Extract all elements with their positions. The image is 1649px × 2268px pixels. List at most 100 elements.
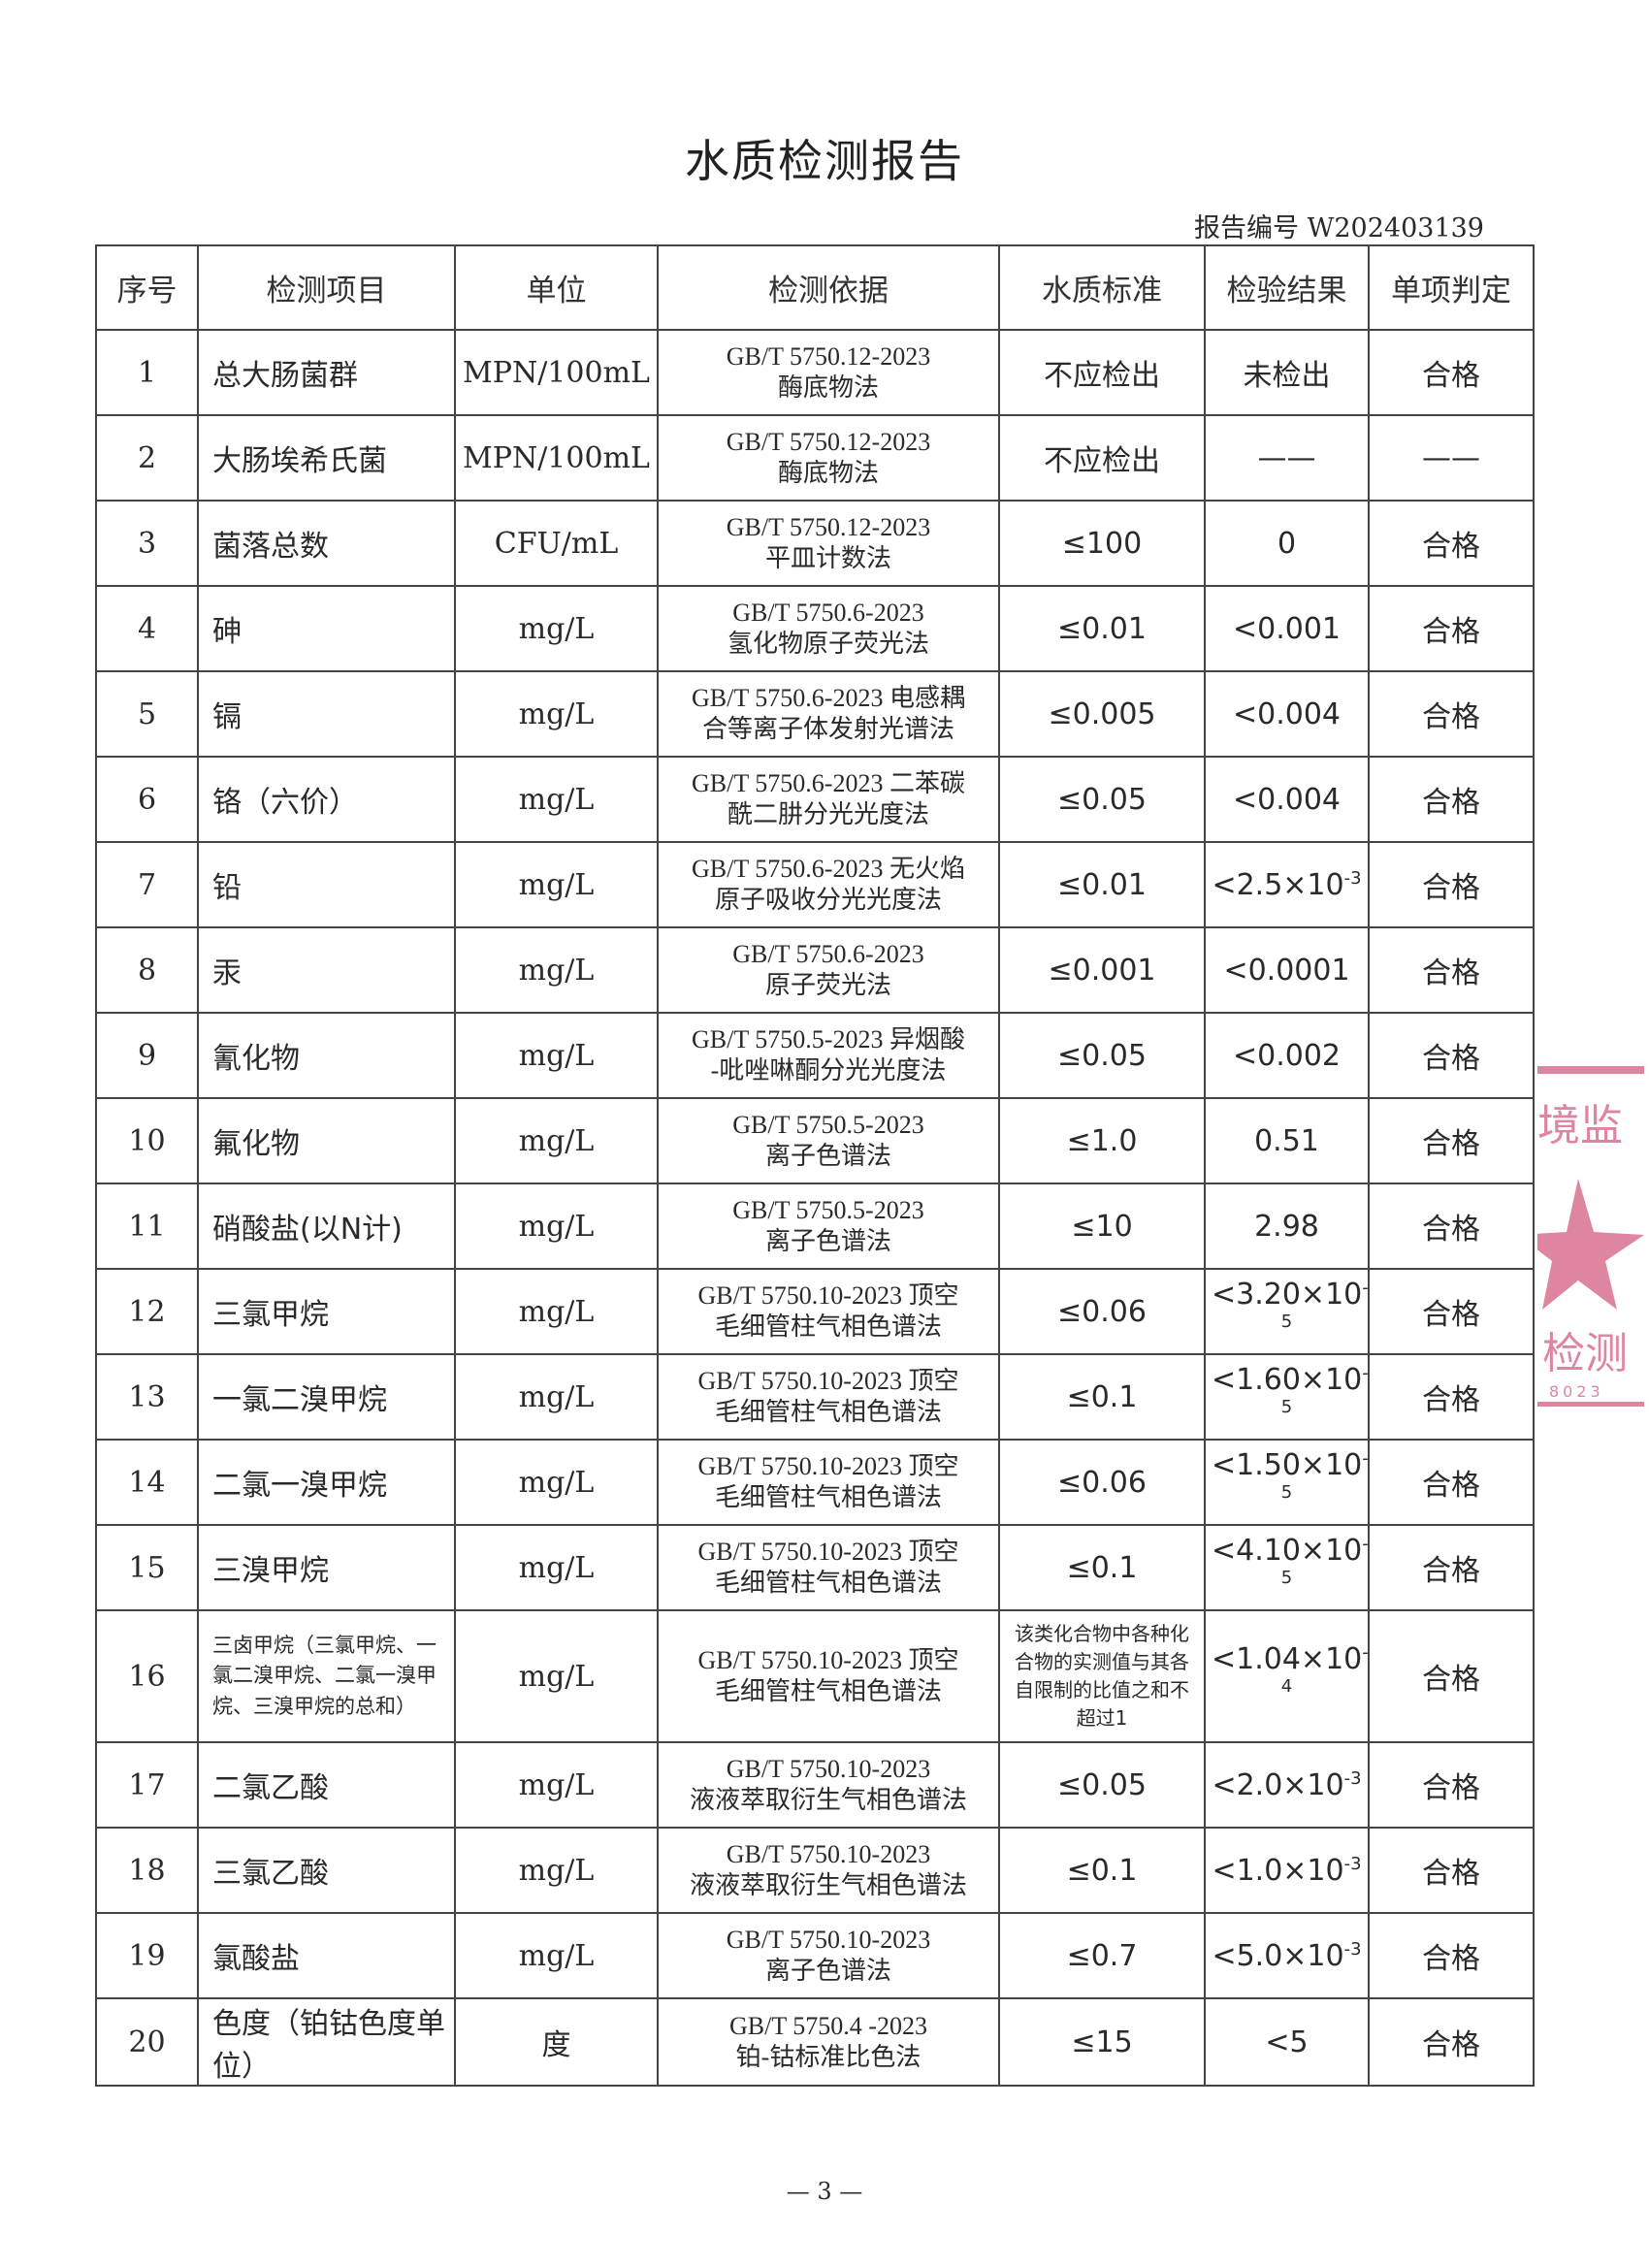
row-number: 5 (95, 670, 199, 758)
verdict: 合格 (1368, 1609, 1535, 1743)
stamp-text-bottom: 检测 (1542, 1329, 1628, 1378)
test-method-line: GB/T 5750.10-2023 (726, 1754, 931, 1783)
unit: 度 (454, 1997, 659, 2087)
verdict: 合格 (1368, 670, 1535, 758)
test-method-line: 离子色谱法 (764, 1957, 891, 1985)
test-method-line: 铂-钴标准比色法 (735, 2043, 922, 2071)
result-value: <0.004 (1232, 782, 1342, 817)
report-title: 水质检测报告 (685, 135, 964, 187)
test-method-line: GB/T 5750.4 -2023 (729, 2011, 927, 2040)
verdict: 合格 (1368, 1439, 1535, 1526)
header-method: 检测依据 (657, 244, 1000, 331)
water-standard: ≤0.7 (998, 1912, 1206, 1999)
result-value: <4.10×10 (1212, 1534, 1363, 1568)
row-number: 13 (95, 1353, 199, 1441)
test-method-line: 离子色谱法 (764, 1227, 891, 1255)
test-result: 未检出 (1204, 329, 1370, 416)
table-row: 15 三溴甲烷 mg/L GB/T 5750.10-2023 顶空 毛细管柱气相色谱法 ≤… (95, 1524, 1535, 1611)
table-row: 12 三氯甲烷 mg/L GB/T 5750.10-2023 顶空 毛细管柱气相色谱法 ≤… (95, 1268, 1535, 1355)
test-method-line: 毛细管柱气相色谱法 (714, 1677, 942, 1705)
test-method-line: 酰二肼分光光度法 (727, 800, 929, 828)
unit: mg/L (454, 1183, 659, 1270)
test-result: <1.60×10-5 (1204, 1353, 1370, 1441)
test-result: <4.10×10-5 (1204, 1524, 1370, 1611)
test-method-line: 原子荧光法 (764, 971, 891, 999)
test-method-line: 液液萃取衍生气相色谱法 (689, 1786, 967, 1814)
result-value: 2.98 (1254, 1209, 1319, 1244)
test-result: <2.5×10-3 (1204, 841, 1370, 928)
test-method-line: GB/T 5750.5-2023 异烟酸 (692, 1024, 965, 1053)
verdict: 合格 (1368, 1183, 1535, 1270)
row-number: 14 (95, 1439, 199, 1526)
test-method-line: GB/T 5750.12-2023 (726, 341, 931, 371)
table-row: 4 砷 mg/L GB/T 5750.6-2023 氢化物原子荧光法 ≤0.01 <0.00… (95, 585, 1535, 672)
results-table: 序号 检测项目 单位 检测依据 水质标准 检验结果 单项判定 1 总大肠菌群 MPN… (95, 244, 1535, 2087)
table-row: 10 氟化物 mg/L GB/T 5750.5-2023 离子色谱法 ≤1.0 0.51 合格 (95, 1097, 1535, 1184)
result-value: 0 (1277, 526, 1297, 561)
test-method: GB/T 5750.5-2023 异烟酸 -吡唑啉酮分光光度法 (657, 1012, 1000, 1099)
verdict: 合格 (1368, 1097, 1535, 1184)
unit: mg/L (454, 1609, 659, 1743)
row-number: 7 (95, 841, 199, 928)
table-row: 8 汞 mg/L GB/T 5750.6-2023 原子荧光法 ≤0.001 <0.0001… (95, 926, 1535, 1014)
test-method-line: 毛细管柱气相色谱法 (714, 1312, 942, 1341)
test-result: <0.004 (1204, 756, 1370, 843)
water-standard: ≤0.06 (998, 1439, 1206, 1526)
verdict: 合格 (1368, 1827, 1535, 1914)
test-method: GB/T 5750.5-2023 离子色谱法 (657, 1183, 1000, 1270)
test-result: <1.50×10-5 (1204, 1439, 1370, 1526)
test-result: <0.004 (1204, 670, 1370, 758)
page-number: — 3 — (786, 2178, 863, 2205)
test-result: <1.0×10-3 (1204, 1827, 1370, 1914)
test-method-line: GB/T 5750.6-2023 二苯碳 (692, 768, 965, 797)
test-method-line: 离子色谱法 (764, 1142, 891, 1170)
result-exponent: -5 (1280, 1278, 1369, 1332)
unit: mg/L (454, 1097, 659, 1184)
test-method-line: 毛细管柱气相色谱法 (714, 1569, 942, 1597)
result-exponent: -5 (1280, 1448, 1369, 1503)
test-method-line: GB/T 5750.10-2023 顶空 (697, 1366, 959, 1395)
test-result: <5.0×10-3 (1204, 1912, 1370, 1999)
test-method-line: 酶底物法 (777, 373, 879, 402)
test-item: 硝酸盐(以N计) (197, 1183, 456, 1270)
test-method: GB/T 5750.10-2023 顶空 毛细管柱气相色谱法 (657, 1353, 1000, 1441)
result-value: <1.04×10 (1212, 1642, 1363, 1676)
test-method-line: 氢化物原子荧光法 (727, 630, 929, 658)
water-standard: ≤0.1 (998, 1827, 1206, 1914)
row-number: 1 (95, 329, 199, 416)
result-value: <0.004 (1232, 697, 1342, 731)
unit: mg/L (454, 585, 659, 672)
result-value: <0.001 (1232, 611, 1342, 646)
water-standard: ≤15 (998, 1997, 1206, 2087)
verdict: 合格 (1368, 1268, 1535, 1355)
row-number: 20 (95, 1997, 199, 2087)
water-standard: 该类化合物中各种化合物的实测值与其各自限制的比值之和不超过1 (998, 1609, 1206, 1743)
test-item: 铅 (197, 841, 456, 928)
test-method-line: GB/T 5750.6-2023 (732, 939, 924, 968)
result-value: <0.002 (1232, 1038, 1342, 1073)
test-method: GB/T 5750.6-2023 电感耦 合等离子体发射光谱法 (657, 670, 1000, 758)
test-method-line: 液液萃取衍生气相色谱法 (689, 1871, 967, 1899)
table-header-row: 序号 检测项目 单位 检测依据 水质标准 检验结果 单项判定 (95, 244, 1535, 331)
result-value: <2.5×10 (1212, 867, 1344, 902)
test-result: 0.51 (1204, 1097, 1370, 1184)
verdict: 合格 (1368, 500, 1535, 587)
row-number: 19 (95, 1912, 199, 1999)
test-item: 镉 (197, 670, 456, 758)
row-number: 12 (95, 1268, 199, 1355)
test-result: —— (1204, 414, 1370, 502)
water-standard: ≤100 (998, 500, 1206, 587)
row-number: 8 (95, 926, 199, 1014)
result-exponent: -4 (1280, 1642, 1369, 1697)
test-item: 二氯一溴甲烷 (197, 1439, 456, 1526)
row-number: 2 (95, 414, 199, 502)
header-result: 检验结果 (1204, 244, 1370, 331)
table-row: 9 氰化物 mg/L GB/T 5750.5-2023 异烟酸 -吡唑啉酮分光光度法 ≤0… (95, 1012, 1535, 1099)
test-result: <1.04×10-4 (1204, 1609, 1370, 1743)
test-result: <0.002 (1204, 1012, 1370, 1099)
test-method-line: GB/T 5750.12-2023 (726, 512, 931, 541)
verdict: 合格 (1368, 1524, 1535, 1611)
table-row: 5 镉 mg/L GB/T 5750.6-2023 电感耦 合等离子体发射光谱法 ≤0.0… (95, 670, 1535, 758)
test-result: <2.0×10-3 (1204, 1741, 1370, 1829)
test-item: 三氯乙酸 (197, 1827, 456, 1914)
